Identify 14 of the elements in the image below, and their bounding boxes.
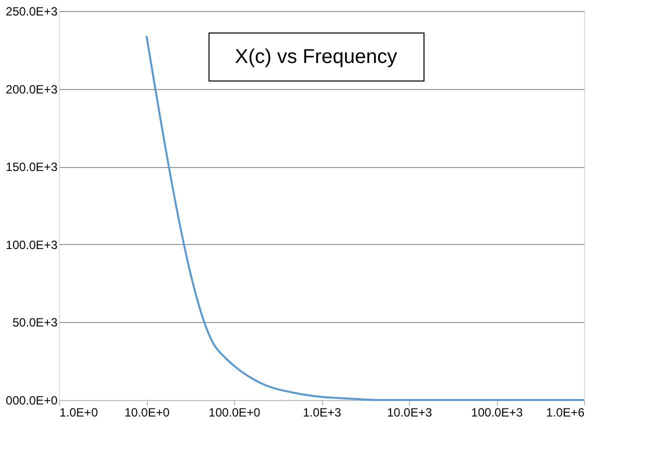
y-tick-label: 250.0E+3 <box>6 4 58 18</box>
x-tick-label: 100.0E+3 <box>471 406 524 420</box>
x-tick-label: 100.0E+0 <box>208 406 261 420</box>
y-tick-label: 000.0E+0 <box>6 394 58 408</box>
x-tick-label: 10.0E+3 <box>386 406 432 420</box>
y-tick-label: 200.0E+3 <box>6 82 58 96</box>
y-tick-label: 100.0E+3 <box>6 238 58 252</box>
text: X(c) vs Frequency <box>234 46 398 68</box>
y-tick-label: 50.0E+3 <box>12 316 58 330</box>
x-tick-label: 1.0E+3 <box>302 406 342 420</box>
x-tick-label: 10.0E+0 <box>124 406 170 420</box>
y-tick-label: 150.0E+3 <box>6 160 58 174</box>
x-tick-label: 1.0E+6 <box>546 406 585 420</box>
x-tick-label: 1.0E+0 <box>60 406 98 420</box>
